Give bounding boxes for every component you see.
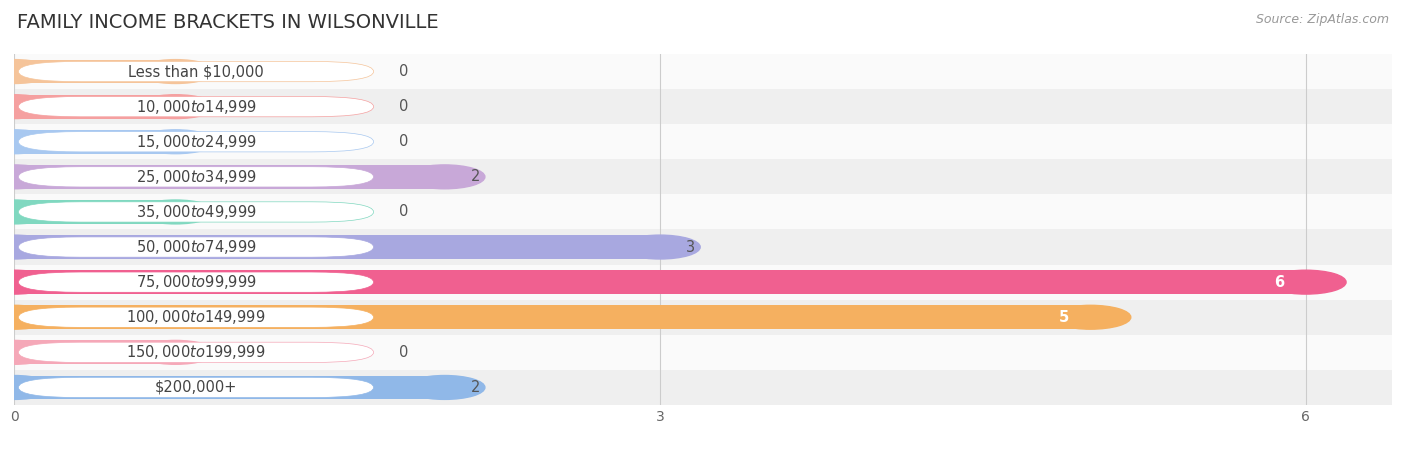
Ellipse shape (135, 340, 215, 364)
Bar (14, 270, 1306, 294)
Bar (14, 59, 176, 84)
FancyBboxPatch shape (18, 237, 374, 257)
Bar (14, 200, 176, 224)
Text: 0: 0 (399, 64, 409, 79)
FancyBboxPatch shape (18, 131, 374, 152)
Ellipse shape (620, 235, 700, 259)
Text: $25,000 to $34,999: $25,000 to $34,999 (135, 168, 256, 186)
FancyBboxPatch shape (18, 166, 374, 187)
Bar (14, 305, 1091, 329)
Text: $15,000 to $24,999: $15,000 to $24,999 (135, 133, 256, 151)
Text: $100,000 to $149,999: $100,000 to $149,999 (127, 308, 266, 326)
Text: 6: 6 (1274, 274, 1284, 290)
Ellipse shape (405, 165, 485, 189)
Bar (14, 94, 176, 119)
Ellipse shape (0, 200, 55, 224)
Text: 0: 0 (399, 99, 409, 114)
Ellipse shape (0, 375, 55, 400)
FancyBboxPatch shape (14, 370, 1392, 405)
Bar (14, 340, 176, 364)
Bar (14, 235, 659, 259)
Ellipse shape (1265, 270, 1346, 294)
Ellipse shape (135, 200, 215, 224)
FancyBboxPatch shape (18, 61, 374, 82)
Ellipse shape (0, 165, 55, 189)
FancyBboxPatch shape (14, 230, 1392, 265)
Text: 0: 0 (399, 345, 409, 360)
Bar (14, 375, 444, 400)
Text: 0: 0 (399, 134, 409, 149)
FancyBboxPatch shape (18, 272, 374, 292)
Text: $200,000+: $200,000+ (155, 380, 238, 395)
Text: $150,000 to $199,999: $150,000 to $199,999 (127, 343, 266, 361)
Ellipse shape (405, 375, 485, 400)
FancyBboxPatch shape (14, 194, 1392, 230)
FancyBboxPatch shape (18, 307, 374, 328)
Text: Source: ZipAtlas.com: Source: ZipAtlas.com (1256, 14, 1389, 27)
Ellipse shape (0, 340, 55, 364)
Text: Less than $10,000: Less than $10,000 (128, 64, 264, 79)
Bar (14, 165, 444, 189)
FancyBboxPatch shape (18, 96, 374, 117)
Text: 2: 2 (471, 169, 479, 184)
Text: $75,000 to $99,999: $75,000 to $99,999 (135, 273, 256, 291)
Ellipse shape (135, 94, 215, 119)
FancyBboxPatch shape (14, 335, 1392, 370)
Text: 0: 0 (399, 204, 409, 220)
Ellipse shape (0, 94, 55, 119)
FancyBboxPatch shape (18, 202, 374, 222)
Text: FAMILY INCOME BRACKETS IN WILSONVILLE: FAMILY INCOME BRACKETS IN WILSONVILLE (17, 14, 439, 32)
FancyBboxPatch shape (14, 89, 1392, 124)
Ellipse shape (1050, 305, 1130, 329)
Ellipse shape (135, 59, 215, 84)
FancyBboxPatch shape (14, 265, 1392, 300)
FancyBboxPatch shape (18, 342, 374, 363)
Ellipse shape (0, 270, 55, 294)
FancyBboxPatch shape (14, 159, 1392, 194)
Ellipse shape (0, 235, 55, 259)
Text: 2: 2 (471, 380, 479, 395)
FancyBboxPatch shape (14, 300, 1392, 335)
Text: $10,000 to $14,999: $10,000 to $14,999 (135, 98, 256, 116)
Ellipse shape (0, 305, 55, 329)
Text: 5: 5 (1059, 310, 1069, 325)
Text: $50,000 to $74,999: $50,000 to $74,999 (135, 238, 256, 256)
FancyBboxPatch shape (14, 54, 1392, 89)
FancyBboxPatch shape (18, 377, 374, 398)
Ellipse shape (0, 59, 55, 84)
FancyBboxPatch shape (14, 124, 1392, 159)
Ellipse shape (135, 130, 215, 154)
Text: $35,000 to $49,999: $35,000 to $49,999 (135, 203, 256, 221)
Bar (14, 130, 176, 154)
Text: 3: 3 (686, 239, 695, 255)
Ellipse shape (0, 130, 55, 154)
